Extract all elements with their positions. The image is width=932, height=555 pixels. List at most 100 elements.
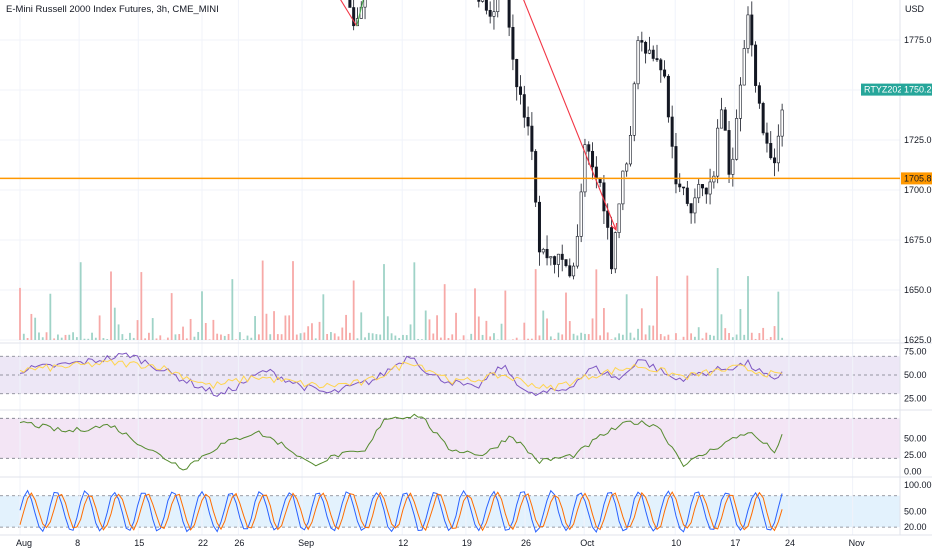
candle-body — [569, 266, 571, 276]
volume-bar — [152, 318, 154, 340]
time-tick-label: 26 — [234, 538, 244, 548]
candle-body — [531, 126, 533, 151]
volume-bar — [99, 315, 101, 340]
volume-bar — [121, 334, 123, 340]
volume-bar — [618, 333, 620, 340]
volume-bar — [686, 276, 688, 340]
level-price-badge: 1705.8 — [904, 173, 932, 183]
candle-body — [732, 159, 734, 174]
volume-bar — [425, 311, 427, 340]
volume-bar — [197, 332, 199, 340]
candle-body — [591, 151, 593, 167]
indicator-tick-label: 25.00 — [904, 450, 927, 460]
trend-line — [425, 0, 616, 230]
volume-bar — [379, 335, 381, 340]
volume-bar — [561, 334, 563, 340]
volume-bar — [171, 293, 173, 340]
volume-bar — [103, 338, 105, 340]
volume-bar — [110, 271, 112, 340]
volume-bar — [285, 316, 287, 340]
price-tick-label: 1725.0 — [904, 135, 932, 145]
candle-body — [660, 60, 662, 70]
volume-bar — [611, 339, 613, 340]
time-tick-label: 17 — [730, 538, 740, 548]
time-tick-label: 26 — [521, 538, 531, 548]
volume-bar — [482, 335, 484, 340]
volume-bar — [588, 334, 590, 340]
volume-bar — [319, 322, 321, 340]
candle-body — [534, 151, 536, 202]
volume-bar — [523, 323, 525, 340]
volume-bar — [633, 338, 635, 340]
volume-bar — [292, 261, 294, 340]
volume-bar — [516, 338, 518, 340]
volume-bar — [175, 334, 177, 340]
candle-body — [576, 236, 578, 266]
volume-bar — [57, 335, 59, 340]
volume-bar — [762, 328, 764, 340]
volume-bar — [747, 276, 749, 340]
candle-body — [751, 15, 753, 45]
volume-bar — [656, 276, 658, 340]
volume-bar — [645, 334, 647, 340]
volume-bar — [660, 334, 662, 340]
candle-body — [481, 0, 483, 1]
candle-body — [728, 130, 730, 174]
candle-body — [754, 45, 756, 86]
candle-body — [622, 171, 624, 204]
volume-bar — [91, 333, 93, 340]
volume-bar — [527, 339, 529, 340]
volume-bar — [478, 317, 480, 340]
volume-bar — [212, 320, 214, 340]
indicator-tick-label: 50.00 — [904, 506, 927, 516]
volume-bar — [341, 328, 343, 340]
volume-bar — [156, 338, 158, 340]
candle-body — [629, 135, 631, 164]
candle-body — [637, 40, 639, 83]
volume-bar — [224, 336, 226, 340]
volume-bar — [76, 337, 78, 340]
time-tick-label: 12 — [398, 538, 408, 548]
volume-bar — [451, 334, 453, 340]
volume-bar — [42, 337, 44, 340]
volume-bar — [30, 314, 32, 340]
candle-body — [747, 15, 749, 49]
time-tick-label: Oct — [580, 538, 595, 548]
volume-bar — [512, 339, 514, 340]
volume-bar — [690, 333, 692, 340]
volume-bar — [137, 320, 139, 340]
volume-bar — [728, 333, 730, 340]
currency-label: USD — [905, 4, 925, 14]
candle-body — [656, 59, 658, 60]
candle-body — [641, 40, 643, 42]
price-tick-label: 1775.0 — [904, 35, 932, 45]
candle-body — [572, 266, 574, 276]
candle-body — [667, 76, 669, 117]
volume-bar — [357, 338, 359, 340]
price-axis[interactable]: USD1625.01650.01675.01700.01725.01750.01… — [904, 0, 932, 532]
volume-bar — [664, 336, 666, 340]
trend-lines[interactable] — [138, 0, 616, 230]
volume-bar — [592, 318, 594, 340]
volume-bar — [231, 279, 233, 340]
candle-body — [565, 260, 567, 266]
volume-bar — [194, 337, 196, 340]
symbol-badge: RTYZ2022 — [864, 85, 907, 95]
volume-bar — [558, 333, 560, 340]
volume-bar — [247, 336, 249, 340]
volume-bar — [372, 333, 374, 340]
volume-bar — [626, 294, 628, 340]
volume-bar — [630, 333, 632, 340]
volume-bar — [235, 339, 237, 340]
volume-bar — [216, 334, 218, 340]
volume-bar — [258, 334, 260, 340]
volume-bar — [269, 334, 271, 340]
time-tick-label: 19 — [462, 538, 472, 548]
indicator-tick-label: 100.00 — [904, 480, 932, 490]
volume-bar — [364, 337, 366, 340]
indicator-tick-label: 50.00 — [904, 370, 927, 380]
